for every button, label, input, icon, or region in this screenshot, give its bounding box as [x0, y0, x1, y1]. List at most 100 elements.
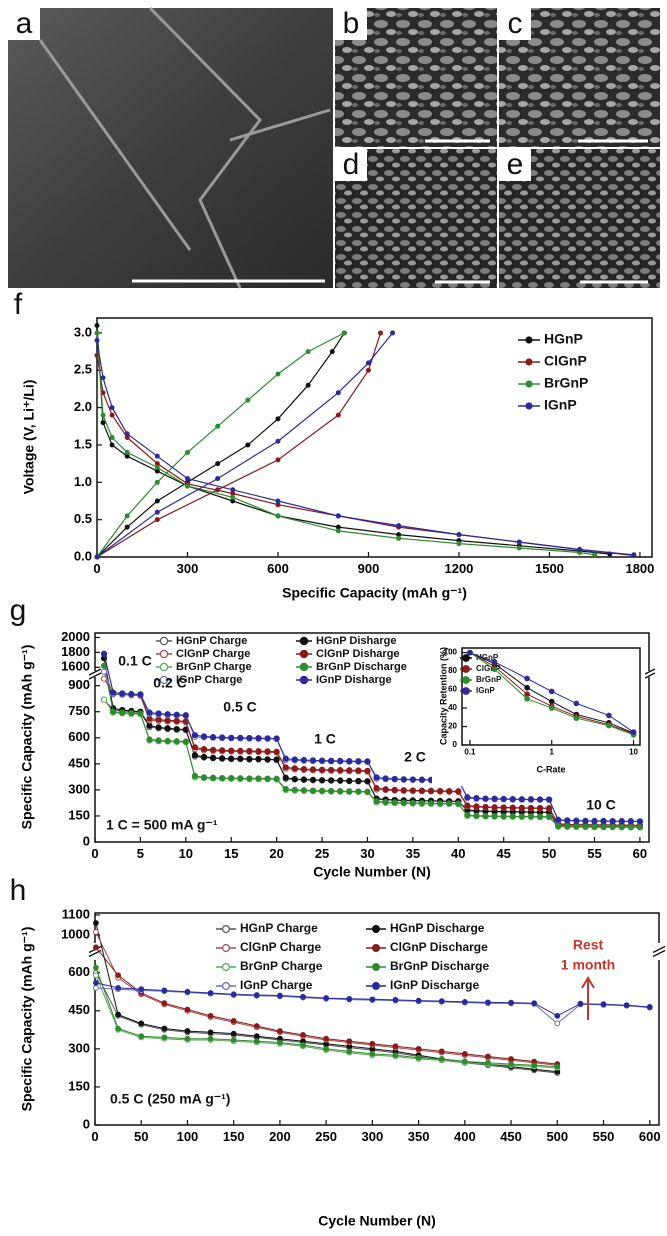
data-point — [464, 794, 471, 801]
x-tick-label: 20 — [269, 846, 283, 861]
data-point — [577, 1000, 584, 1007]
data-point — [337, 788, 344, 795]
data-point — [200, 774, 208, 781]
data-point — [200, 753, 208, 760]
data-point — [154, 479, 160, 485]
data-point — [93, 929, 99, 935]
data-point — [524, 684, 530, 691]
data-point — [109, 442, 115, 448]
y-tick-label: 300 — [68, 781, 90, 796]
panel-label: a — [16, 7, 33, 40]
data-point — [437, 800, 444, 807]
data-point — [600, 823, 607, 830]
legend-marker — [525, 402, 533, 410]
data-point — [230, 1018, 237, 1024]
data-point — [94, 330, 100, 336]
data-point — [215, 487, 221, 493]
data-point — [228, 747, 235, 754]
data-point — [237, 734, 244, 741]
data-point — [300, 756, 307, 764]
data-point — [456, 541, 462, 547]
data-point — [94, 337, 100, 343]
x-tick-label: 10 — [629, 748, 638, 757]
data-point — [219, 755, 226, 762]
legend-label: BrGnP — [544, 375, 588, 391]
data-point — [409, 776, 416, 783]
data-point — [200, 733, 208, 740]
x-tick-label: 400 — [454, 1129, 476, 1144]
panel-label: f — [14, 288, 23, 321]
legend-marker — [299, 675, 309, 685]
data-point — [164, 717, 171, 724]
data-point — [591, 823, 598, 830]
y-tick-label: 0 — [83, 1116, 90, 1131]
data-point — [328, 787, 335, 795]
sem-flake-edges — [38, 6, 331, 289]
y-tick-label: 450 — [68, 1002, 90, 1017]
data-point — [253, 992, 260, 998]
data-point — [115, 1025, 122, 1032]
data-point — [600, 1001, 607, 1008]
series-line — [103, 653, 640, 822]
data-point — [275, 498, 281, 504]
data-point — [623, 1002, 630, 1009]
data-point — [173, 726, 180, 733]
panel-label: g — [10, 594, 27, 627]
data-point — [373, 774, 380, 781]
data-point — [318, 787, 326, 794]
data-point — [207, 1035, 214, 1042]
data-point — [400, 799, 407, 806]
plot-frame — [96, 317, 653, 558]
data-point — [392, 996, 399, 1003]
annotation: 1 C — [314, 731, 336, 747]
data-point — [209, 733, 217, 741]
data-point — [154, 498, 160, 504]
panel-label: h — [10, 874, 27, 907]
data-point — [209, 774, 217, 781]
data-point — [582, 823, 589, 830]
data-point — [155, 724, 162, 731]
data-point — [164, 737, 171, 745]
legend-label: IGnP Charge — [176, 674, 242, 686]
label-boxes — [8, 8, 531, 181]
legend-marker — [299, 636, 309, 646]
data-point — [124, 431, 130, 437]
data-point — [564, 817, 571, 824]
data-point — [548, 688, 555, 695]
legend-label: HGnP Disharge — [316, 635, 397, 647]
data-point — [128, 690, 135, 698]
data-point — [138, 1033, 145, 1040]
data-point — [100, 668, 108, 675]
plot-frame — [94, 912, 660, 1126]
data-point — [309, 776, 317, 783]
data-point — [119, 709, 126, 716]
data-point — [255, 748, 262, 755]
data-point — [237, 775, 244, 782]
data-point — [573, 700, 580, 707]
data-point — [154, 509, 160, 515]
data-point — [207, 990, 214, 996]
data-point — [273, 735, 280, 742]
data-point — [524, 691, 530, 697]
y-tick-label: 100 — [444, 648, 458, 657]
data-point — [209, 746, 217, 754]
data-point — [161, 987, 168, 994]
legend-label: BrGnP — [476, 675, 502, 684]
data-point — [264, 756, 271, 763]
x-tick-label: 1 — [549, 748, 554, 757]
x-tick-label: 15 — [224, 846, 238, 861]
legend-marker — [299, 649, 309, 659]
data-point — [184, 483, 190, 489]
data-point — [545, 796, 553, 803]
data-point — [161, 1025, 168, 1032]
x-tick-label: 55 — [587, 846, 601, 861]
x-tick-label: 100 — [177, 1129, 199, 1144]
data-point — [346, 995, 353, 1002]
data-point — [161, 1034, 168, 1041]
data-point — [548, 698, 555, 705]
data-point — [473, 794, 480, 802]
y-axis-label: Voltage (V, Li⁺/Li) — [21, 380, 37, 495]
data-point — [253, 1023, 260, 1029]
x-tick-label: 1500 — [535, 561, 564, 576]
